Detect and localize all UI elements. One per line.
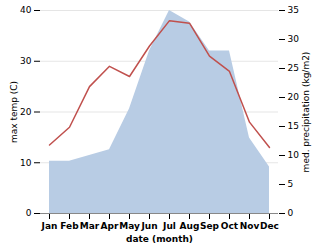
- svg-text:max temp (C): max temp (C): [9, 81, 19, 143]
- svg-text:15: 15: [288, 121, 299, 131]
- svg-text:Apr: Apr: [101, 221, 119, 231]
- svg-text:Jun: Jun: [140, 221, 157, 231]
- svg-text:Jul: Jul: [162, 221, 176, 231]
- svg-text:date (month): date (month): [126, 234, 193, 244]
- svg-text:30: 30: [20, 56, 32, 66]
- svg-text:May: May: [119, 221, 140, 231]
- svg-text:10: 10: [288, 150, 300, 160]
- svg-text:40: 40: [20, 5, 32, 15]
- svg-text:Sep: Sep: [200, 221, 220, 231]
- svg-text:25: 25: [288, 63, 299, 73]
- svg-text:Oct: Oct: [221, 221, 239, 231]
- svg-text:10: 10: [20, 158, 32, 168]
- svg-text:Aug: Aug: [180, 221, 200, 231]
- svg-text:20: 20: [288, 92, 300, 102]
- svg-text:20: 20: [20, 107, 32, 117]
- svg-text:Feb: Feb: [60, 221, 79, 231]
- svg-text:35: 35: [288, 5, 299, 15]
- svg-text:Mar: Mar: [80, 221, 100, 231]
- svg-text:0: 0: [26, 208, 32, 218]
- svg-text:med. precipitation (kg/m2): med. precipitation (kg/m2): [301, 52, 311, 173]
- svg-text:30: 30: [288, 34, 300, 44]
- svg-text:5: 5: [288, 179, 294, 189]
- svg-text:Jan: Jan: [41, 221, 58, 231]
- svg-text:Dec: Dec: [260, 221, 279, 231]
- svg-text:0: 0: [288, 208, 294, 218]
- svg-text:Nov: Nov: [240, 221, 260, 231]
